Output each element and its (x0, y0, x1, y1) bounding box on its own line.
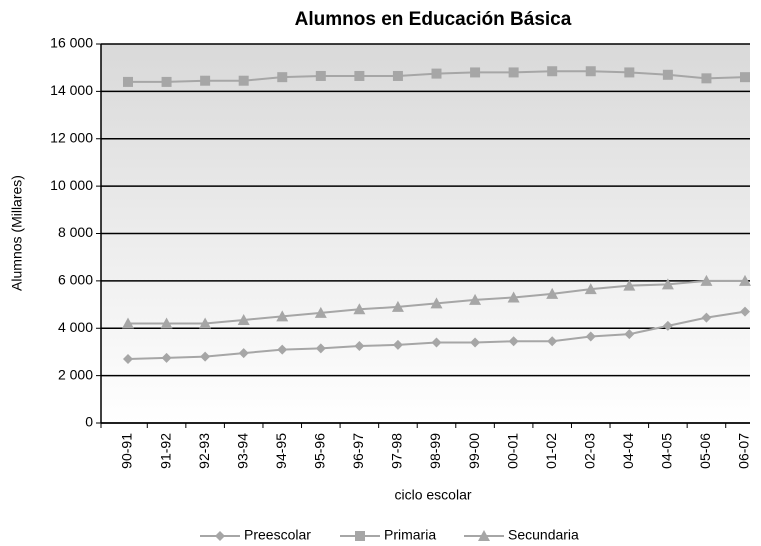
x-tick-label: 93-94 (234, 433, 250, 469)
data-point (161, 352, 172, 363)
data-point (353, 303, 366, 315)
y-tick-label: 10 000 (50, 177, 93, 193)
data-point (740, 306, 750, 317)
x-tick-label: 04-04 (620, 433, 636, 469)
y-tick-label: 14 000 (50, 82, 93, 98)
data-point (431, 337, 442, 348)
data-point (238, 75, 249, 86)
data-point (354, 341, 365, 352)
data-point (662, 320, 673, 331)
legend-marker (478, 530, 490, 541)
data-point (392, 339, 403, 350)
data-point (123, 76, 133, 87)
data-point (276, 310, 289, 322)
data-point (200, 75, 211, 86)
x-axis-label: ciclo escolar (394, 487, 471, 503)
y-tick-label: 0 (85, 414, 93, 430)
data-point (508, 67, 519, 78)
data-point (160, 317, 173, 329)
x-tick-label: 95-96 (312, 433, 328, 469)
x-tick-label: 98-99 (427, 433, 443, 469)
data-point (391, 300, 404, 312)
data-point (507, 291, 520, 303)
data-point (123, 354, 133, 365)
data-point (469, 293, 482, 305)
data-point (623, 279, 636, 291)
legend-label: Preescolar (244, 527, 311, 543)
y-axis-label: Alumnos (Millares) (9, 175, 25, 291)
x-tick-label: 97-98 (389, 433, 405, 469)
x-tick-label: 00-01 (504, 433, 520, 469)
data-point (624, 329, 635, 340)
x-tick-label: 92-93 (196, 433, 212, 469)
legend-marker (355, 531, 365, 541)
data-point (161, 76, 172, 87)
data-point (547, 336, 558, 347)
legend-label: Primaria (384, 527, 436, 543)
x-tick-label: 94-95 (273, 433, 289, 469)
data-point (547, 66, 558, 77)
data-point (277, 72, 288, 83)
y-tick-label: 12 000 (50, 129, 93, 145)
x-tick-label: 05-06 (697, 433, 713, 469)
data-point (661, 278, 674, 290)
data-point (315, 70, 326, 81)
legend-label: Secundaria (508, 527, 579, 543)
data-point (701, 73, 712, 84)
legend-marker (215, 531, 225, 541)
data-point (624, 67, 635, 78)
data-point (740, 72, 750, 83)
data-point (739, 274, 751, 286)
data-point (354, 70, 365, 81)
data-point (277, 344, 288, 355)
data-point (546, 287, 559, 299)
data-point (585, 331, 596, 342)
data-point (392, 70, 403, 81)
x-tick-label: 96-97 (350, 433, 366, 469)
data-point (314, 306, 327, 318)
x-tick-label: 90-91 (119, 433, 135, 469)
data-point (237, 313, 250, 325)
data-point (122, 317, 134, 329)
x-tick-label: 91-92 (157, 433, 173, 469)
data-point (431, 68, 442, 79)
data-point (430, 297, 443, 309)
y-tick-label: 4 000 (58, 319, 93, 335)
x-tick-label: 04-05 (659, 433, 675, 469)
y-tick-label: 2 000 (58, 366, 93, 382)
data-point (700, 274, 713, 286)
x-tick-label: 01-02 (543, 433, 559, 469)
y-tick-label: 16 000 (50, 35, 93, 51)
data-point (584, 283, 597, 295)
data-point (315, 343, 326, 354)
x-tick-label: 06-07 (736, 433, 752, 469)
y-tick-label: 6 000 (58, 272, 93, 288)
data-point (200, 351, 211, 362)
x-tick-label: 02-03 (581, 433, 597, 469)
y-tick-label: 8 000 (58, 224, 93, 240)
data-point (470, 337, 481, 348)
chart-title: Alumnos en Educación Básica (295, 9, 572, 30)
data-point (470, 67, 481, 78)
data-point (701, 312, 712, 323)
data-point (238, 348, 249, 359)
data-point (199, 317, 212, 329)
data-point (585, 66, 596, 77)
data-point (508, 336, 519, 347)
data-point (662, 69, 673, 80)
x-tick-label: 99-00 (466, 433, 482, 469)
